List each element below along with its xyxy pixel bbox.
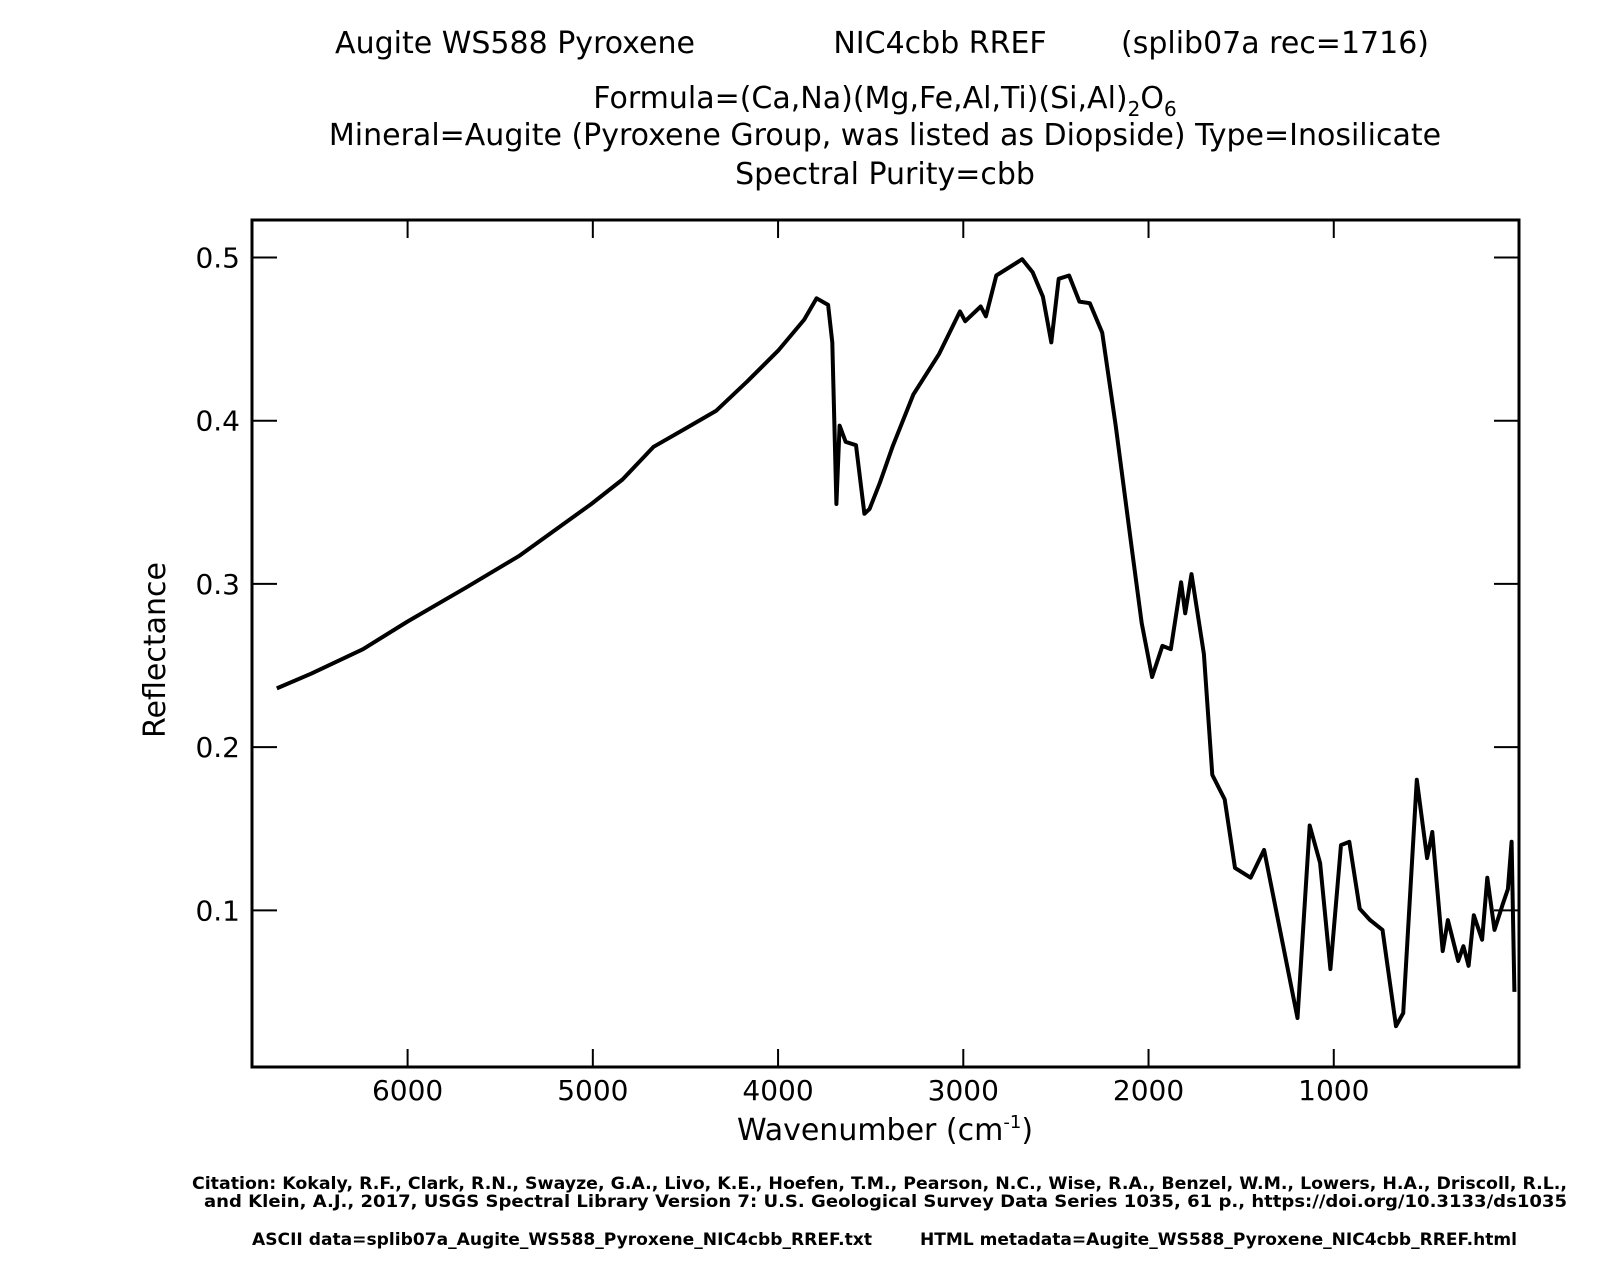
record-label: (splib07a rec=1716) (1121, 26, 1429, 61)
plot-frame (250, 218, 1521, 1069)
spectrum-line (276, 257, 1517, 1029)
sample-label: NIC4cbb RREF (833, 26, 1046, 61)
x-title-text: Wavenumber (cm (737, 1113, 1003, 1148)
formula: Formula=(Ca,Na)(Mg,Fe,Al,Ti)(Si,Al)2O6 (593, 81, 1176, 121)
ascii-data: ASCII data=splib07a_Augite_WS588_Pyroxen… (252, 1230, 872, 1250)
x-tick-label: 6000 (372, 1074, 443, 1107)
x-title-sup: -1 (1003, 1112, 1021, 1133)
y-tick-label: 0.5 (195, 242, 240, 275)
x-axis-title: Wavenumber (cm-1) (737, 1112, 1033, 1148)
purity-label: Spectral Purity=cbb (735, 157, 1035, 192)
chart-title: Augite WS588 Pyroxene (335, 26, 695, 61)
y-tick-label: 0.4 (195, 405, 240, 438)
x-tick-label: 1000 (1298, 1074, 1369, 1107)
x-tick-label: 2000 (1113, 1074, 1184, 1107)
x-tick-label: 3000 (928, 1074, 999, 1107)
formula-text: Formula=(Ca,Na)(Mg,Fe,Al,Ti)(Si,Al) (593, 81, 1127, 116)
y-tick-label: 0.1 (195, 894, 240, 927)
y-tick-label: 0.2 (195, 731, 240, 764)
formula-sub: 6 (1164, 97, 1177, 121)
y-tick-label: 0.3 (195, 568, 240, 601)
html-metadata: HTML metadata=Augite_WS588_Pyroxene_NIC4… (920, 1230, 1517, 1250)
x-title-text: ) (1021, 1113, 1033, 1148)
x-tick-label: 5000 (557, 1074, 628, 1107)
y-axis-title: Reflectance (138, 562, 173, 738)
citation: and Klein, A.J., 2017, USGS Spectral Lib… (204, 1192, 1567, 1212)
x-tick-label: 4000 (742, 1074, 813, 1107)
mineral-label: Mineral=Augite (Pyroxene Group, was list… (329, 118, 1441, 153)
formula-text: O (1140, 81, 1164, 116)
formula-sub: 2 (1128, 97, 1141, 121)
citation: Citation: Kokaly, R.F., Clark, R.N., Swa… (192, 1174, 1567, 1194)
